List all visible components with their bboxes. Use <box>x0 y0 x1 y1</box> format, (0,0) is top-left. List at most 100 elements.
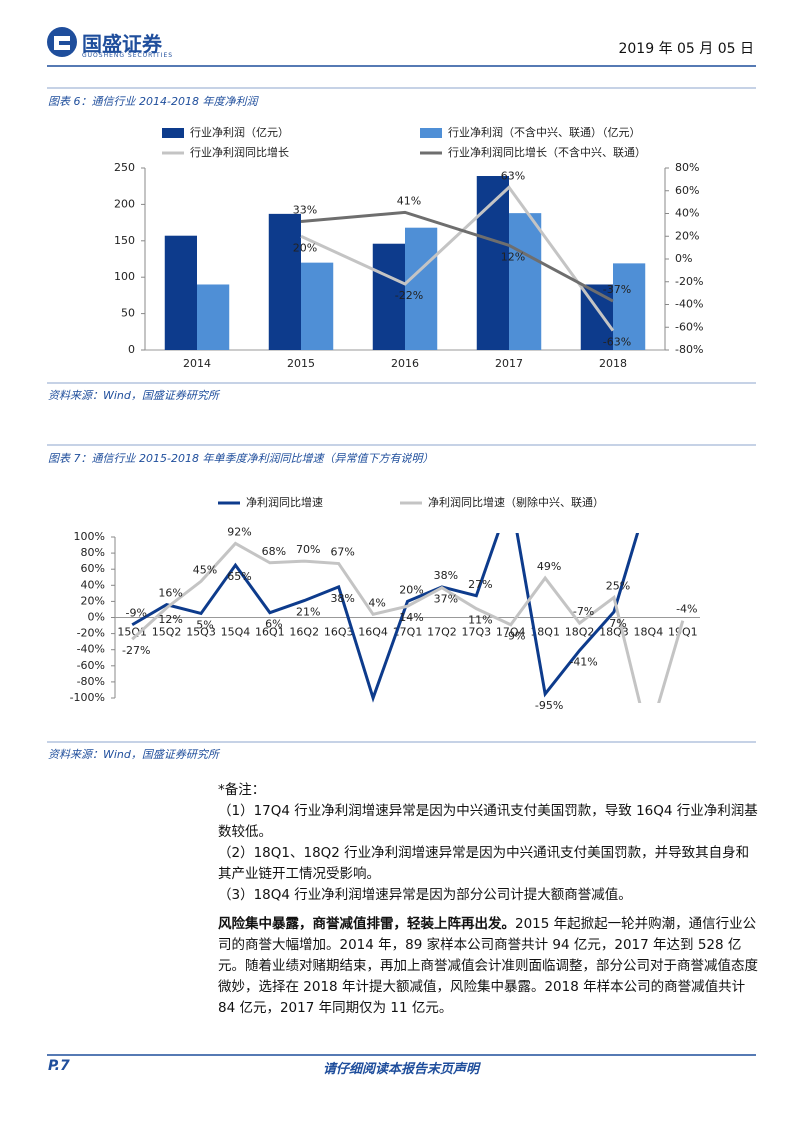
data-label: -63% <box>603 336 631 349</box>
note: （1）17Q4 行业净利润增速异常是因为中兴通讯支付美国罚款，导致 16Q4 行… <box>218 803 758 840</box>
data-label: 21% <box>296 606 320 619</box>
y2-tick-label: -20% <box>675 275 703 288</box>
data-label: 92% <box>227 525 251 538</box>
line <box>131 533 640 703</box>
y-tick-label: 80% <box>81 546 105 559</box>
notes: *备注： （1）17Q4 行业净利润增速异常是因为中兴通讯支付美国罚款，导致 1… <box>218 780 758 906</box>
bar <box>509 213 542 350</box>
data-label: 7% <box>609 617 626 630</box>
y2-tick-label: 20% <box>675 229 699 242</box>
x-tick-label: 18Q4 <box>634 626 664 639</box>
lead: 风险集中暴露，商誉减值排雷，轻装上阵再出发。 <box>218 916 515 932</box>
x-tick-label: 2015 <box>287 357 315 370</box>
x-tick-label: 15Q4 <box>221 626 251 639</box>
y-tick-label: -80% <box>77 675 105 688</box>
legend-label: 净利润同比增速 <box>246 495 323 509</box>
bar <box>476 176 509 350</box>
data-label: 70% <box>296 543 320 556</box>
bar <box>164 235 197 350</box>
page-number: P.7 <box>48 1058 70 1074</box>
y-tick-label: 40% <box>81 578 105 591</box>
logo-sub: GUOSHENG SECURITIES <box>82 52 174 59</box>
data-label: 4% <box>368 596 385 609</box>
data-label: -9% <box>125 607 146 620</box>
y2-tick-label: 40% <box>675 207 699 220</box>
data-label: 49% <box>537 560 561 573</box>
x-tick-label: 15Q1 <box>117 626 147 639</box>
data-label: -9% <box>504 630 525 643</box>
x-tick-label: 2014 <box>183 357 211 370</box>
x-tick-label: 18Q1 <box>530 626 560 639</box>
data-label: 27% <box>468 578 492 591</box>
data-label: 12% <box>501 250 525 263</box>
bar <box>197 284 230 350</box>
note: （2）18Q1、18Q2 行业净利润增速异常是因为中兴通讯支付美国罚款，并导致其… <box>218 845 750 882</box>
legend-swatch <box>420 128 442 138</box>
chart-title: 图表 7：通信行业 2015-2018 年单季度净利润同比增速（异常值下方有说明… <box>48 452 434 465</box>
x-tick-label: 15Q2 <box>152 626 182 639</box>
data-label: 68% <box>262 545 286 558</box>
data-label: -4% <box>676 603 697 616</box>
bar <box>405 227 438 350</box>
data-label: -37% <box>603 283 631 296</box>
y-tick-label: 250 <box>114 161 135 174</box>
y2-tick-label: -60% <box>675 320 703 333</box>
data-label: 20% <box>293 241 317 254</box>
data-label: 37% <box>434 593 458 606</box>
bar <box>372 243 405 350</box>
data-label: 38% <box>330 592 354 605</box>
data-label: -27% <box>122 644 150 657</box>
data-label: 65% <box>227 570 251 583</box>
x-tick-label: 16Q2 <box>289 626 319 639</box>
y-tick-label: 200 <box>114 197 135 210</box>
y2-tick-label: -40% <box>675 298 703 311</box>
y2-tick-label: 80% <box>675 161 699 174</box>
data-label: 63% <box>501 169 525 182</box>
date: 2019 年 05 月 05 日 <box>618 41 754 57</box>
y-tick-label: 0% <box>88 611 105 624</box>
logo-text: 国盛证券 <box>82 32 162 56</box>
data-label: 20% <box>399 583 423 596</box>
data-label: 41% <box>397 194 421 207</box>
y2-tick-label: -80% <box>675 343 703 356</box>
disclaimer: 请仔细阅读本报告末页声明 <box>322 1062 479 1077</box>
logo-mark <box>54 36 70 50</box>
legend-label: 行业净利润（不含中兴、联通）（亿元） <box>448 125 641 139</box>
x-tick-label: 17Q1 <box>393 626 423 639</box>
y-tick-label: 20% <box>81 594 105 607</box>
bar <box>268 213 301 350</box>
x-tick-label: 17Q4 <box>496 626 526 639</box>
x-tick-label: 17Q3 <box>461 626 491 639</box>
data-label: 38% <box>434 569 458 582</box>
x-tick-label: 2017 <box>495 357 523 370</box>
line <box>300 210 614 303</box>
y2-tick-label: 60% <box>675 184 699 197</box>
data-label: -95% <box>535 699 563 712</box>
legend-label: 行业净利润同比增长（不含中兴、联通） <box>448 145 646 159</box>
source: 资料来源：Wind，国盛证券研究所 <box>48 389 219 402</box>
data-label: 6% <box>265 618 282 631</box>
logo-icon <box>47 27 77 57</box>
line <box>300 185 615 332</box>
data-label: -22% <box>395 289 423 302</box>
line <box>131 541 685 703</box>
data-label: 14% <box>399 611 423 624</box>
data-label: -7% <box>573 605 594 618</box>
y-tick-label: -100% <box>70 691 105 704</box>
source: 资料来源：Wind，国盛证券研究所 <box>48 748 219 761</box>
y-tick-label: 60% <box>81 562 105 575</box>
data-label: 67% <box>330 546 354 559</box>
data-label: 16% <box>158 587 182 600</box>
chart-title: 图表 6：通信行业 2014-2018 年度净利润 <box>48 95 258 108</box>
note: （3）18Q4 行业净利润增速异常是因为部分公司计提大额商誉减值。 <box>218 887 632 903</box>
x-tick-label: 16Q3 <box>324 626 354 639</box>
y2-tick-label: 0% <box>675 252 692 265</box>
plot <box>131 533 685 703</box>
y-tick-label: 100 <box>114 270 135 283</box>
y-tick-label: 0 <box>128 343 135 356</box>
y-tick-label: 100% <box>74 530 105 543</box>
x-tick-label: 16Q4 <box>358 626 388 639</box>
bar <box>301 262 334 350</box>
y-tick-label: 150 <box>114 234 135 247</box>
